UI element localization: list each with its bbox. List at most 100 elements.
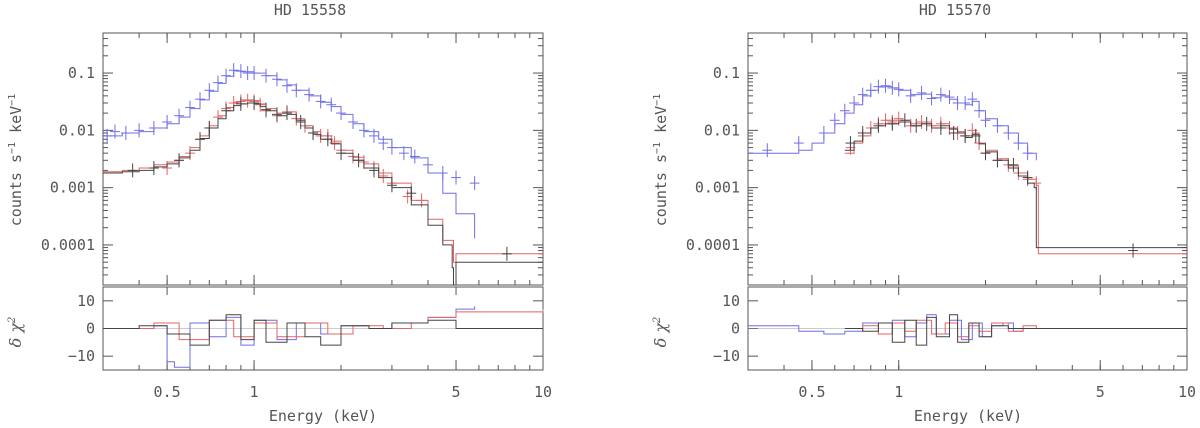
- panel-left-point-blue: [162, 114, 173, 129]
- panel-right-point-blue: [849, 96, 859, 111]
- panel-left-point-blue: [398, 146, 409, 161]
- panel-left-point-blue: [423, 157, 433, 172]
- panel-left-xtick-label: 5: [452, 383, 461, 401]
- panel-right-point-black: [970, 128, 981, 143]
- panel-right-point-red: [916, 114, 927, 129]
- panel-right-resid-ytick-label: −10: [713, 347, 740, 365]
- panel-left-point-blue: [110, 124, 120, 139]
- panel-left: HD 15558 0.5 1 5 10 0.1 0.01 0.001 0.0001 10 0 −10…: [6, 1, 552, 425]
- panel-right-ytick-label: 0.001: [695, 179, 740, 197]
- panel-left-point-black: [249, 96, 259, 111]
- panel-left-ylabel: counts s−1 keV−1: [7, 94, 25, 226]
- panel-right-point-blue: [873, 79, 884, 94]
- panel-right-residual-red: [844, 319, 1187, 338]
- panel-left-resid-ytick-label: 10: [77, 292, 95, 310]
- panel-right-point-blue: [1003, 125, 1014, 140]
- panel-left-point-black: [235, 96, 246, 111]
- panel-right-point-black: [1022, 170, 1033, 185]
- panel-right-point-blue: [980, 113, 991, 128]
- panel-left-point-black: [369, 163, 379, 178]
- panel-right-point-blue: [793, 136, 804, 151]
- panel-left-xlabel: Energy (keV): [269, 407, 377, 425]
- panel-right-point-blue: [974, 103, 984, 118]
- panel-right-point-blue: [887, 80, 898, 95]
- panel-right-point-black: [873, 118, 884, 133]
- panel-right-point-black: [921, 116, 932, 131]
- panel-left-point-blue: [204, 83, 215, 98]
- panel-right-point-blue: [829, 113, 840, 128]
- panel-left-ytick-label: 0.001: [50, 179, 95, 197]
- panel-right-point-black: [1008, 157, 1019, 172]
- panel-left-point-blue: [120, 125, 131, 140]
- panel-left-point-black: [148, 161, 159, 176]
- panel-left-xtick-label: 10: [534, 383, 552, 401]
- panel-left-point-black: [308, 125, 318, 140]
- panel-left-point-blue: [272, 72, 282, 87]
- panel-left-point-blue: [348, 114, 358, 129]
- panel-left-point-black: [204, 120, 215, 135]
- panel-left-point-blue: [304, 87, 314, 102]
- panel-right-model-black: [844, 121, 1187, 249]
- panel-right-point-black: [887, 116, 898, 131]
- panel-right-title: HD 15570: [919, 1, 991, 19]
- panel-left-title: HD 15558: [274, 1, 346, 19]
- panel-right-point-black: [845, 136, 856, 151]
- panel-right-point-blue: [865, 83, 876, 98]
- panel-right-point-blue: [944, 90, 955, 105]
- panel-right-point-blue: [905, 88, 916, 103]
- panel-right-ylabel: counts s−1 keV−1: [652, 94, 670, 226]
- panel-right-point-black: [857, 125, 868, 140]
- panel-left-residual-red: [103, 309, 544, 341]
- panel-right-point-black: [899, 113, 910, 128]
- panel-right-point-blue: [880, 78, 891, 93]
- panel-left-point-blue: [228, 63, 239, 78]
- panel-left-point-red: [242, 93, 253, 108]
- panel-left-resid-ylabel: δ χ2: [6, 317, 25, 348]
- panel-left-point-blue: [195, 92, 205, 107]
- panel-left-point-black: [261, 102, 271, 117]
- panel-right-point-blue: [762, 143, 773, 158]
- panel-left-point-red: [378, 168, 389, 183]
- panel-left-point-blue: [134, 123, 145, 138]
- panel-left-model-blue: [103, 70, 476, 239]
- panel-left-point-blue: [185, 100, 195, 115]
- panel-left-point-black: [353, 153, 364, 168]
- panel-left-resid-ytick-label: −10: [68, 347, 95, 365]
- panel-left-point-blue: [235, 64, 246, 79]
- panel-right: HD 15570 0.5 1 5 10 0.1 0.01 0.001 0.0001 10 0 −10…: [651, 1, 1196, 425]
- panel-left-point-blue: [387, 140, 397, 155]
- panel-left-model-black: [103, 102, 543, 286]
- panel-right-point-blue: [818, 125, 829, 140]
- panel-left-point-black: [501, 246, 512, 261]
- panel-left-point-blue: [174, 108, 184, 123]
- panel-left-point-blue: [148, 120, 159, 135]
- panel-right-xlabel: Energy (keV): [914, 407, 1022, 425]
- panel-right-point-black: [980, 146, 991, 161]
- panel-left-point-black: [282, 106, 292, 121]
- panel-right-point-blue: [960, 96, 971, 111]
- panel-left-point-black: [336, 146, 346, 161]
- panel-right-resid-ytick-label: 10: [722, 292, 740, 310]
- panel-right-point-blue: [967, 92, 978, 107]
- panel-left-point-blue: [326, 97, 337, 112]
- panel-left-point-red: [162, 161, 173, 176]
- panel-left-ytick-label: 0.1: [68, 64, 95, 82]
- panel-right-point-blue: [1022, 146, 1033, 161]
- panel-left-point-blue: [336, 106, 346, 121]
- panel-left-point-blue: [469, 176, 480, 191]
- panel-right-point-black: [935, 120, 946, 135]
- panel-right-xtick-label: 0.5: [798, 383, 825, 401]
- panel-right-point-blue: [893, 82, 904, 97]
- panel-right-point-blue: [1013, 136, 1024, 151]
- panel-left-ytick-label: 0.0001: [41, 236, 95, 254]
- panel-left-spectrum-frame: [102, 32, 544, 286]
- panel-right-model-red: [844, 119, 1187, 255]
- panel-right-spectrum-frame: [747, 32, 1188, 286]
- panel-left-point-blue: [102, 128, 113, 143]
- panel-right-point-blue: [857, 87, 868, 102]
- panel-right-point-black: [948, 125, 959, 140]
- panel-left-point-blue: [409, 149, 420, 164]
- panel-left-xtick-label: 1: [250, 383, 259, 401]
- panel-right-point-blue: [839, 103, 850, 118]
- panel-left-point-blue: [369, 128, 379, 143]
